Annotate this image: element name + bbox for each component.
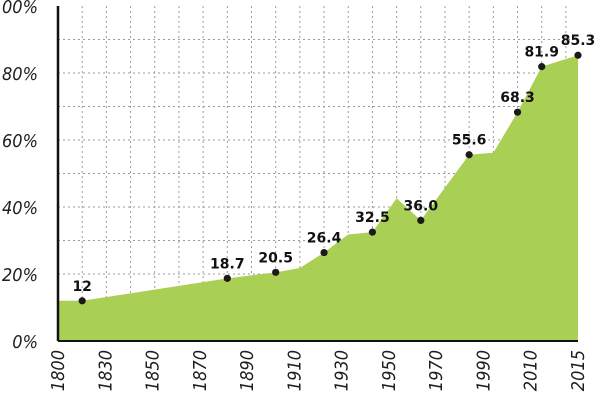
- data-point: [272, 268, 280, 276]
- data-point: [465, 151, 473, 159]
- y-tick-label: 100%: [0, 0, 38, 18]
- x-tick-label: 1830: [95, 350, 116, 391]
- data-label: 32.5: [355, 210, 390, 226]
- y-tick-label: 0%: [12, 332, 38, 353]
- x-tick-label: 1970: [426, 350, 447, 391]
- data-point: [78, 297, 86, 305]
- data-label: 36.0: [404, 198, 439, 214]
- x-tick-label: 1800: [48, 350, 69, 391]
- y-tick-label: 80%: [2, 64, 38, 85]
- x-axis-tick-labels: 1800 1830 1850 1870 1890 1910 1930 1950 1970 1990…: [48, 350, 589, 391]
- y-tick-label: 40%: [2, 198, 38, 219]
- data-label: 20.5: [258, 250, 293, 266]
- data-point: [538, 63, 546, 71]
- x-tick-label: 1950: [379, 350, 400, 391]
- data-point: [417, 216, 425, 224]
- data-labels: 12 18.7 20.5 26.4 32.5 36.0 55.6 68.3 81.985.3: [72, 33, 595, 295]
- axes: [56, 6, 578, 342]
- y-tick-label: 20%: [2, 265, 38, 286]
- x-tick-label: 1930: [332, 350, 353, 391]
- x-tick-label: 2010: [521, 350, 542, 391]
- data-label: 18.7: [210, 256, 245, 272]
- data-label: 81.9: [524, 45, 559, 61]
- x-tick-label: 1850: [143, 350, 164, 391]
- x-tick-label: 1990: [473, 350, 494, 391]
- gridlines: [58, 6, 578, 341]
- data-label: 55.6: [452, 133, 487, 149]
- data-point: [574, 51, 582, 59]
- data-label: 68.3: [500, 90, 535, 106]
- data-label: 12: [72, 279, 91, 295]
- data-points: [78, 51, 582, 305]
- y-axis-tick-labels: 0% 20% 40% 60% 80% 100%: [0, 0, 38, 353]
- data-point: [223, 274, 231, 282]
- data-point: [320, 248, 328, 257]
- data-label: 85.3: [561, 33, 596, 49]
- data-point: [368, 228, 377, 236]
- data-point: [513, 108, 522, 116]
- data-label: 26.4: [307, 231, 342, 247]
- x-tick-label: 1870: [190, 350, 211, 391]
- x-tick-label: 2015: [568, 350, 589, 391]
- area-series: [58, 55, 578, 341]
- x-tick-label: 1910: [284, 350, 305, 391]
- x-tick-label: 1890: [237, 350, 258, 391]
- y-tick-label: 60%: [2, 131, 38, 152]
